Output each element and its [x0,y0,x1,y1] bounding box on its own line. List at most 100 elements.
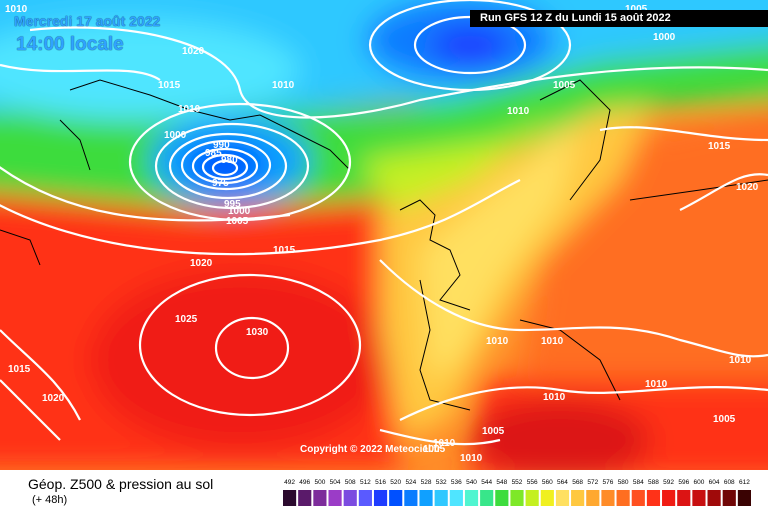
isobar-label: 1010 [486,336,509,347]
legend-swatch [495,490,509,506]
legend-swatch [525,490,539,506]
isobar-label: 1015 [158,80,181,91]
legend-value: 532 [436,479,447,486]
legend-swatch [389,490,403,506]
isobar-label: 1020 [190,258,213,269]
isobars [0,0,768,446]
isobar-label: 1005 [713,414,736,425]
legend-value: 556 [527,479,538,486]
isobar-label: 1015 [273,245,296,256]
legend-swatch [480,490,494,506]
legend-swatch [555,490,570,506]
legend-value: 496 [299,479,310,486]
isobar-label: 990 [213,140,230,151]
legend-swatch [737,490,751,506]
legend-value: 544 [481,479,492,486]
legend-value: 548 [496,479,507,486]
legend-value: 572 [587,479,598,486]
legend-value: 508 [345,479,356,486]
isobar-label: 1020 [42,393,65,404]
legend-value: 608 [724,479,735,486]
legend-value: 528 [421,479,432,486]
isobar-label: 1010 [5,4,28,15]
isobar-label: 1000 [653,32,676,43]
isobar-label: 1010 [178,104,201,115]
legend-value: 504 [330,479,341,486]
legend-swatch [662,490,676,506]
isobar-label: 980 [221,155,238,166]
legend-value: 500 [314,479,325,486]
isobar-label: 1010 [272,80,295,91]
legend-value: 564 [557,479,568,486]
legend-value: 612 [739,479,750,486]
legend-swatch [586,490,600,506]
legend-swatch [434,490,448,506]
legend-swatch [540,490,554,506]
isobar-label: 1010 [729,355,752,366]
legend-swatch [343,490,357,506]
legend-swatch [298,490,312,506]
legend-swatch [601,490,615,506]
legend-value: 600 [694,479,705,486]
legend-value: 512 [360,479,371,486]
legend-value: 580 [618,479,629,486]
lead-time: (+ 48h) [32,494,68,506]
color-legend: 492 496 500 504 508 512 516 520 524 528 532 536 540 5… [283,479,751,506]
legend-value: 592 [663,479,674,486]
footer: Géop. Z500 & pression au sol (+ 48h) 492… [0,470,768,512]
legend-value: 568 [572,479,583,486]
isobar-label: 1005 [482,426,505,437]
isobar-label: 975 [212,178,229,189]
legend-value: 560 [542,479,553,486]
legend-value: 588 [648,479,659,486]
legend-swatch [571,490,585,506]
legend-value: 540 [466,479,477,486]
legend-swatch [631,490,645,506]
isobar-label: 1005 [423,444,446,455]
isobar-label: 1020 [182,46,205,57]
legend-value: 576 [603,479,614,486]
isobar-label: 1010 [507,106,530,117]
legend-swatch [707,490,721,506]
legend-value: 536 [451,479,462,486]
copyright: Copyright © 2022 Meteociel.fr [300,444,441,455]
isobar-label: 1005 [226,216,249,227]
legend-value: 492 [284,479,295,486]
isobar-label: 1010 [645,379,668,390]
isobar-label: 1010 [460,453,483,464]
isobar-label: 985 [205,148,222,159]
legend-value: 584 [633,479,644,486]
legend-value: 552 [512,479,523,486]
isobar-label: 1030 [246,327,269,338]
forecast-date: Mercredi 17 août 2022 [14,13,161,29]
legend-value: 524 [405,479,416,486]
legend-swatch [616,490,630,506]
legend-swatch [510,490,524,506]
run-info: Run GFS 12 Z du Lundi 15 août 2022 [470,10,768,27]
coastlines [0,79,768,411]
isobar-label: 1020 [736,182,759,193]
legend-swatch [313,490,327,506]
isobar-label: 1000 [228,206,251,217]
product-title: Géop. Z500 & pression au sol [28,476,214,492]
isobar-label: 1010 [543,392,566,403]
legend-swatch [449,490,463,506]
legend-value: 516 [375,479,386,486]
isobar-label: 1025 [175,314,198,325]
legend-value: 604 [709,479,720,486]
legend-swatch [692,490,706,506]
legend-swatch [464,490,479,506]
isobar-label: 1010 [433,438,456,449]
legend-swatch [722,490,736,506]
isobar-label: 1000 [164,130,187,141]
legend-swatch [404,490,418,506]
isobar-label: 995 [224,199,241,210]
forecast-time: 14:00 locale [16,34,124,55]
legend-swatch [373,490,388,506]
isobar-label: 1015 [8,364,31,375]
isobar-label: 1010 [541,336,564,347]
legend-swatch [283,490,297,506]
legend-swatch [328,490,342,506]
